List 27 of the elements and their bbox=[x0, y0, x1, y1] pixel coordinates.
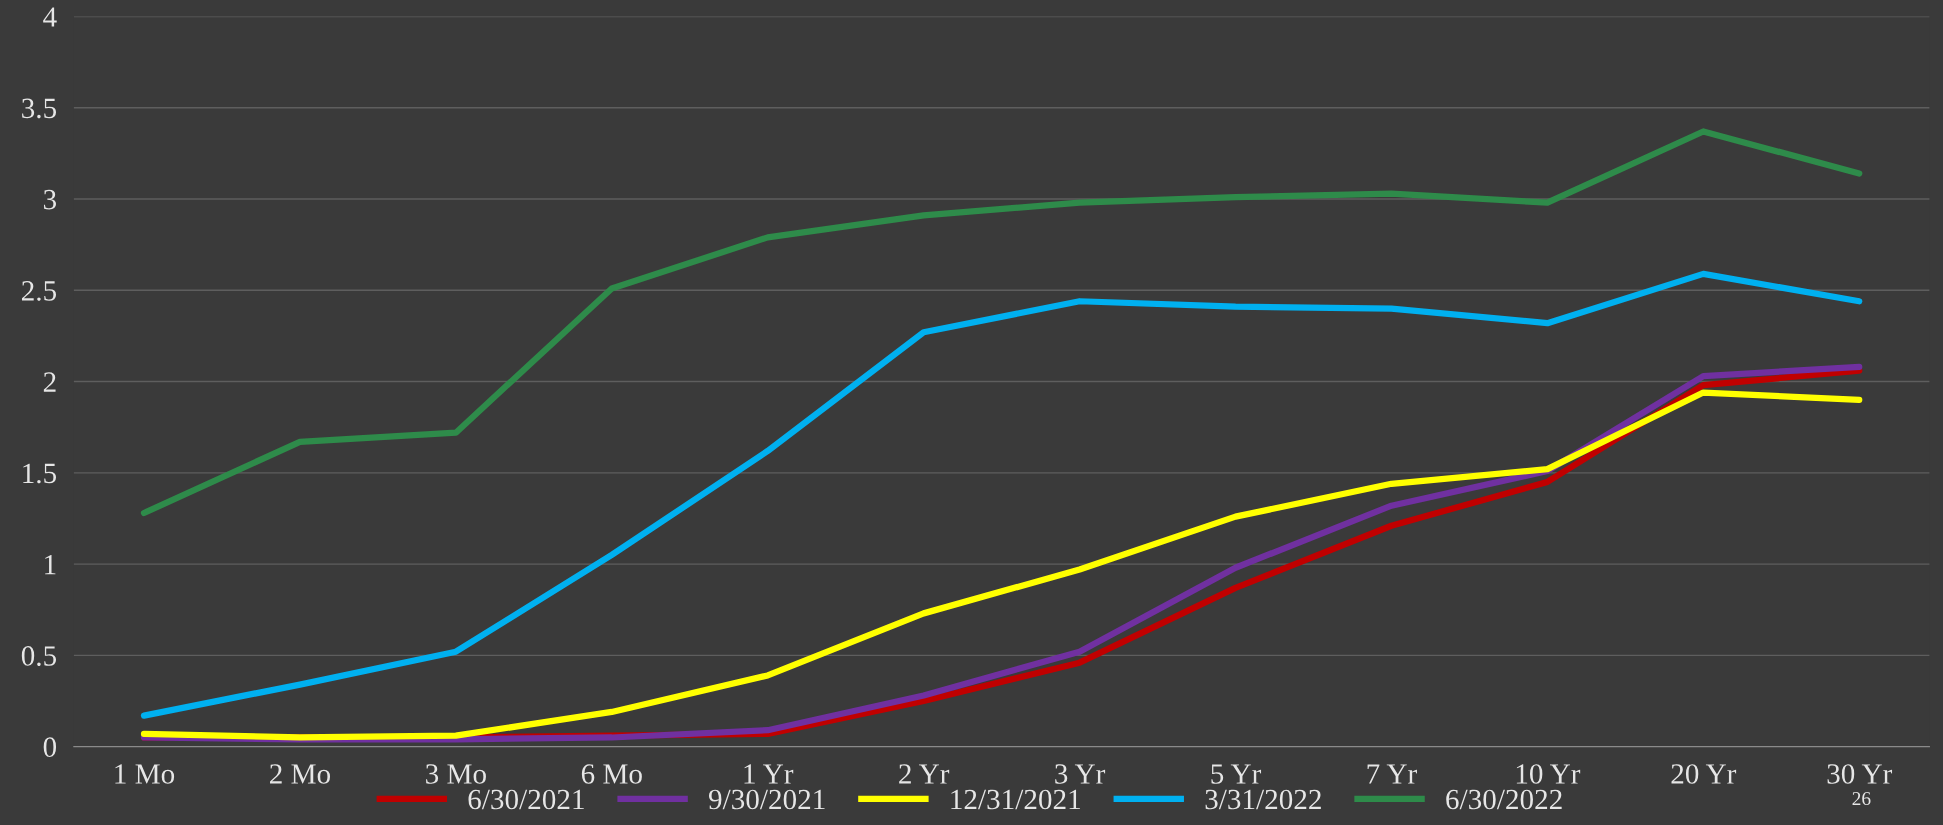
x-tick-label: 1 Mo bbox=[115, 764, 175, 784]
y-tick-label: 3.5 bbox=[22, 98, 57, 119]
x-tick-label: 5 Yr bbox=[1211, 764, 1262, 784]
x-tick-label: 2 Yr bbox=[899, 764, 950, 784]
legend-label: 9/30/2021 bbox=[708, 789, 825, 810]
x-tick-label: 1 Yr bbox=[744, 764, 794, 784]
legend-label: 6/30/2021 bbox=[468, 789, 584, 810]
x-tick-label: 2 Mo bbox=[270, 764, 331, 784]
x-tick-label: 6 Mo bbox=[581, 764, 642, 784]
y-tick-label: 2.5 bbox=[21, 281, 57, 301]
x-tick-label: 10 Yr bbox=[1516, 764, 1581, 784]
text: 26 bbox=[1852, 792, 1871, 806]
legend-label: 6/30/2022 bbox=[1446, 789, 1562, 810]
x-tick-label: 3 Mo bbox=[426, 764, 486, 784]
y-tick-label: 4 bbox=[43, 7, 57, 27]
legend-label: 3/31/2022 bbox=[1205, 789, 1321, 810]
legend-label: 12/31/2021 bbox=[951, 789, 1080, 810]
x-tick-label: 20 Yr bbox=[1671, 764, 1737, 784]
y-tick-label: 3 bbox=[43, 189, 57, 210]
y-tick-label: 1.5 bbox=[23, 463, 57, 484]
y-tick-label: 1 bbox=[45, 554, 56, 575]
y-tick-label: 0 bbox=[43, 737, 57, 758]
x-tick-label: 7 Yr bbox=[1367, 764, 1417, 784]
x-tick-label: 30 Yr bbox=[1827, 764, 1893, 784]
x-tick-label: 3 Yr bbox=[1055, 764, 1106, 784]
y-tick-label: 0.5 bbox=[21, 646, 57, 666]
y-tick-label: 2 bbox=[43, 372, 56, 392]
